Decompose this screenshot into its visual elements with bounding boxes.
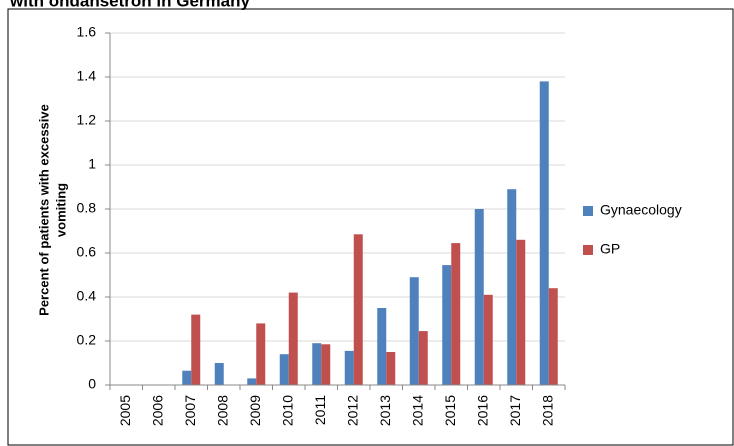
bar (182, 370, 192, 385)
bar (474, 209, 484, 385)
y-tick-label: 1 (88, 156, 96, 172)
bar (442, 265, 452, 385)
bar (344, 350, 354, 385)
x-tick-label: 2007 (182, 395, 198, 426)
y-tick-label: 1.4 (77, 68, 97, 84)
y-tick-label: 1.6 (77, 24, 97, 40)
bar (418, 331, 428, 385)
bar (321, 344, 331, 385)
y-tick-label: 0.8 (77, 200, 97, 216)
bar (214, 363, 224, 385)
bar (247, 378, 257, 385)
x-tick-label: 2008 (214, 395, 230, 426)
x-tick-label: 2010 (279, 395, 295, 426)
x-tick-label: 2017 (507, 395, 523, 426)
legend-swatch (583, 245, 593, 255)
bar (312, 343, 322, 385)
legend-label: GP (600, 241, 620, 257)
bar (451, 243, 461, 385)
y-tick-label: 0 (88, 376, 96, 392)
bar (386, 352, 396, 385)
x-tick-label: 2011 (312, 395, 328, 425)
bar (507, 189, 517, 385)
x-tick-label: 2018 (539, 395, 555, 426)
y-tick-label: 0.6 (77, 244, 97, 260)
bar (288, 292, 298, 385)
x-tick-label: 2012 (344, 395, 360, 426)
bar (483, 294, 493, 385)
x-tick-label: 2016 (474, 395, 490, 426)
y-axis-label: Percent of patients with excessive (36, 104, 51, 316)
bar (191, 314, 201, 385)
x-tick-label: 2006 (149, 395, 165, 426)
chart-border (7, 8, 734, 446)
bar (516, 239, 526, 385)
chart-title: with ondansetron in Germany (9, 0, 250, 10)
y-axis-label: vomiting (53, 183, 68, 237)
bar (539, 81, 549, 386)
x-tick-label: 2013 (377, 395, 393, 426)
x-tick-label: 2014 (409, 395, 425, 426)
x-tick-label: 2015 (442, 395, 458, 426)
y-tick-label: 1.2 (77, 112, 97, 128)
bar (353, 234, 363, 385)
x-tick-label: 2005 (117, 395, 133, 426)
bar (377, 308, 387, 385)
y-tick-label: 0.4 (77, 288, 97, 304)
bar (548, 288, 558, 385)
legend-label: Gynaecology (600, 202, 682, 218)
bar (279, 354, 289, 385)
legend-swatch (583, 206, 593, 216)
bar (256, 323, 266, 385)
x-tick-label: 2009 (247, 395, 263, 426)
y-tick-label: 0.2 (77, 332, 97, 348)
bar (409, 277, 419, 385)
